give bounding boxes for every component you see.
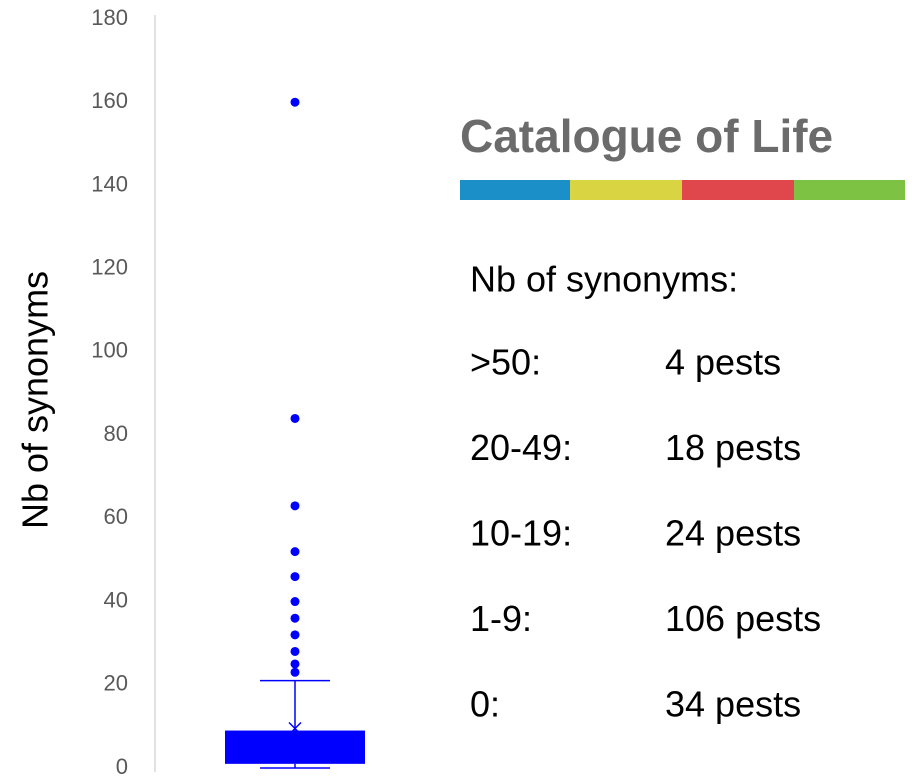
summary-count: 106 pests	[665, 598, 821, 639]
y-axis-label: Nb of synonyms	[15, 271, 56, 529]
outlier	[290, 547, 300, 557]
outlier	[290, 572, 300, 582]
summary-count: 24 pests	[665, 513, 801, 554]
y-tick-label: 100	[91, 338, 128, 363]
summary-count: 4 pests	[665, 342, 781, 383]
y-tick-label: 40	[104, 587, 128, 612]
y-tick-label: 0	[116, 754, 128, 779]
summary-count: 18 pests	[665, 427, 801, 468]
summary-range: 20-49:	[470, 427, 572, 468]
outlier	[290, 659, 300, 669]
outlier	[290, 630, 300, 640]
summary-range: 10-19:	[470, 513, 572, 554]
y-tick-label: 160	[91, 88, 128, 113]
y-tick-label: 20	[104, 671, 128, 696]
logo-text: Catalogue of Life	[460, 110, 833, 162]
summary-range: 1-9:	[470, 598, 532, 639]
summary-count: 34 pests	[665, 684, 801, 725]
y-tick-label: 180	[91, 5, 128, 30]
y-tick-label: 60	[104, 504, 128, 529]
outlier	[290, 613, 300, 623]
summary-range: >50:	[470, 342, 541, 383]
summary-range: 0:	[470, 684, 500, 725]
outlier	[290, 646, 300, 656]
outlier	[290, 97, 300, 107]
logo-stripe	[460, 180, 905, 200]
outlier	[290, 667, 300, 677]
outlier	[290, 501, 300, 511]
outlier	[290, 413, 300, 423]
y-tick-label: 140	[91, 171, 128, 196]
mean-marker	[288, 721, 302, 735]
outlier	[290, 597, 300, 607]
y-tick-label: 80	[104, 421, 128, 446]
y-tick-label: 120	[91, 254, 128, 279]
box	[225, 730, 365, 764]
summary-heading: Nb of synonyms:	[470, 259, 738, 300]
